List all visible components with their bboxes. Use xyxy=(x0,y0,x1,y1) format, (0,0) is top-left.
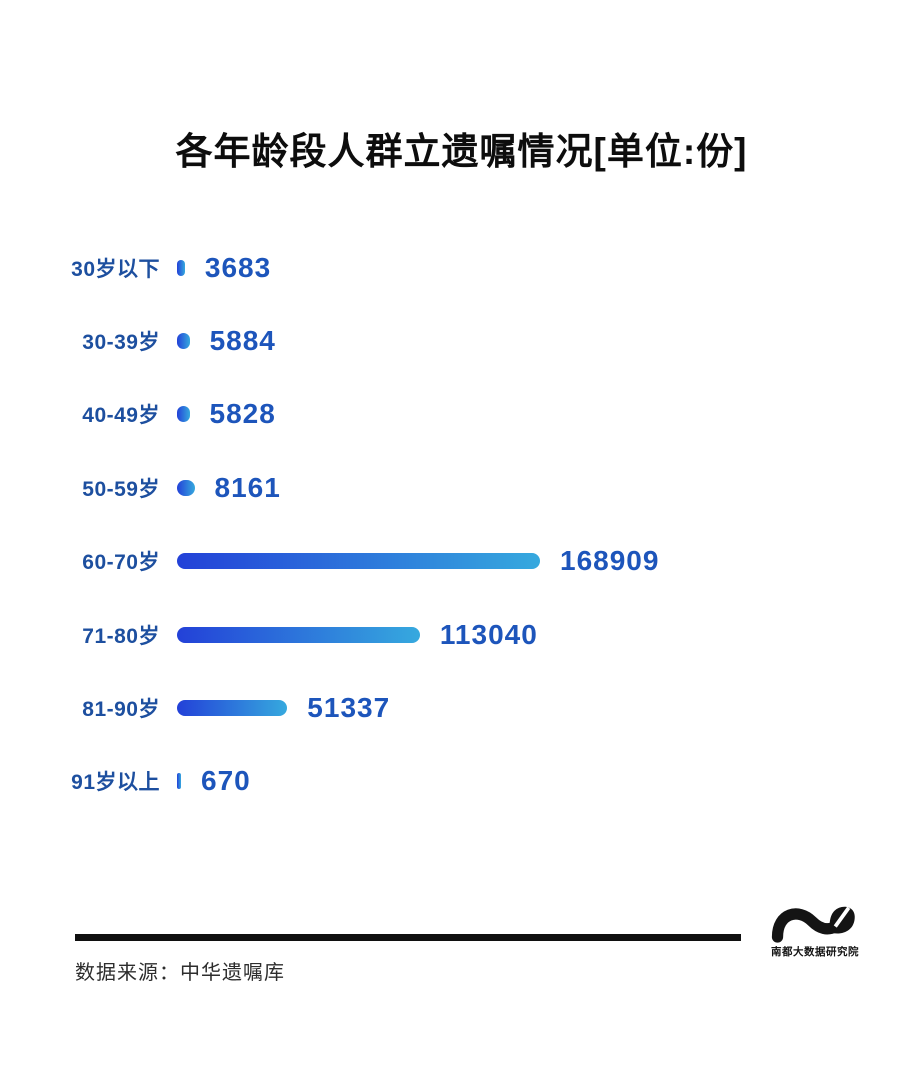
data-source-label: 数据来源：中华遗嘱库 xyxy=(75,962,285,984)
chart-row: 71-80岁 113040 xyxy=(0,598,923,671)
chart-row: 81-90岁 51337 xyxy=(0,671,923,744)
value-bar xyxy=(177,773,181,790)
value-label: 5828 xyxy=(209,398,276,430)
chart-row: 91岁以上 670 xyxy=(0,745,923,818)
wave-logo-icon xyxy=(771,906,855,943)
category-label: 30-39岁 xyxy=(82,331,160,355)
category-label: 91岁以上 xyxy=(71,771,160,795)
category-label: 40-49岁 xyxy=(82,404,160,428)
value-label: 168909 xyxy=(560,545,660,577)
value-label: 51337 xyxy=(307,692,391,724)
chart-row: 30岁以下 3683 xyxy=(0,231,923,304)
value-bar xyxy=(177,553,540,570)
value-bar xyxy=(177,333,190,350)
category-label: 60-70岁 xyxy=(82,551,160,575)
category-label: 71-80岁 xyxy=(82,624,160,648)
value-label: 5884 xyxy=(209,325,276,357)
value-bar xyxy=(177,259,185,276)
value-label: 8161 xyxy=(214,471,281,503)
publisher-logo-text: 南都大数据研究院 xyxy=(771,946,859,958)
chart-row: 30-39岁 5884 xyxy=(0,304,923,377)
value-bar xyxy=(177,479,195,496)
bar-chart: 30岁以下 3683 30-39岁 5884 40-49岁 5828 50-59… xyxy=(0,231,923,818)
value-bar xyxy=(177,406,190,423)
category-label: 30岁以下 xyxy=(71,257,160,281)
publisher-logo: 南都大数据研究院 xyxy=(763,901,867,959)
value-bar xyxy=(177,700,288,717)
chart-row: 40-49岁 5828 xyxy=(0,378,923,451)
value-bar xyxy=(177,626,420,643)
chart-row: 60-70岁 168909 xyxy=(0,525,923,598)
value-label: 113040 xyxy=(439,618,538,650)
chart-title: 各年龄段人群立遗嘱情况[单位:份] xyxy=(175,131,748,172)
value-label: 3683 xyxy=(204,251,272,283)
category-label: 81-90岁 xyxy=(82,698,160,722)
footer-divider xyxy=(75,934,741,941)
value-label: 670 xyxy=(201,765,251,797)
chart-row: 50-59岁 8161 xyxy=(0,451,923,524)
category-label: 50-59岁 xyxy=(82,477,160,501)
